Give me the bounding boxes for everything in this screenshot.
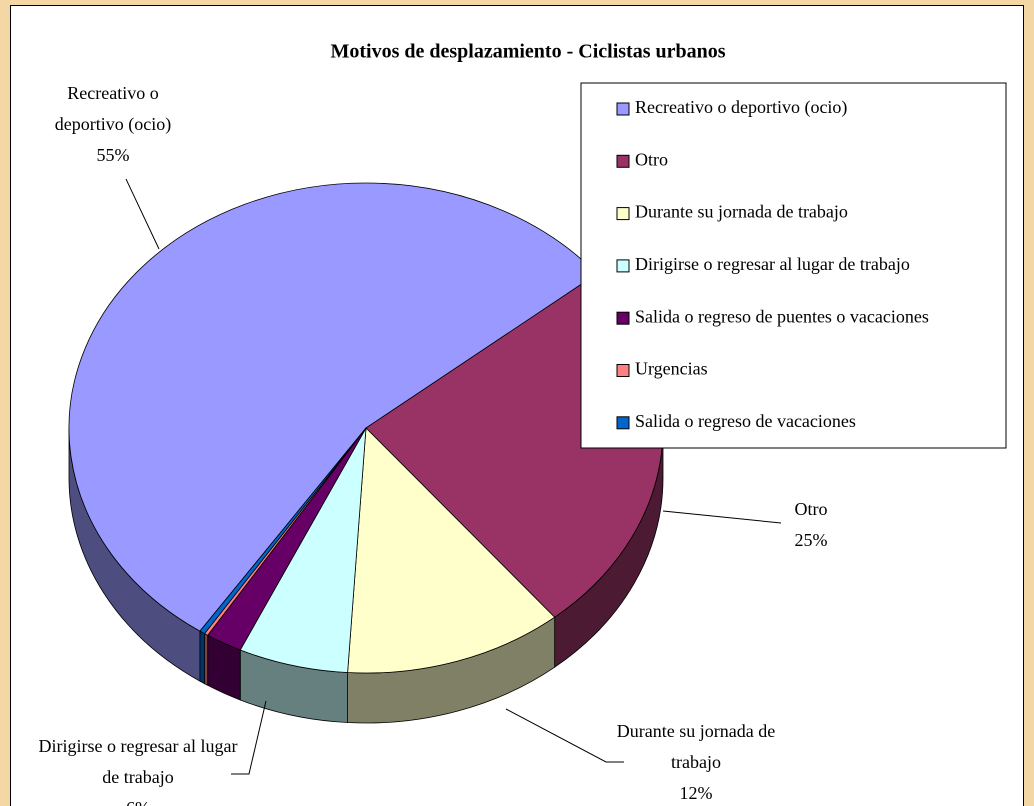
- legend-label: Durante su jornada de trabajo: [635, 202, 848, 222]
- data-label-name: Dirigirse o regresar al lugar de trabajo: [38, 736, 238, 787]
- data-label-value: 6%: [38, 793, 238, 806]
- leader-line: [125, 178, 160, 250]
- chart-title: Motivos de desplazamiento - Ciclistas ur…: [331, 41, 726, 63]
- data-label: Durante su jornada de trabajo 12%: [596, 716, 796, 806]
- legend-label: Urgencias: [635, 359, 708, 379]
- legend-label: Dirigirse o regresar al lugar de trabajo: [635, 254, 910, 274]
- chart: Motivos de desplazamiento - Ciclistas ur…: [10, 5, 1024, 806]
- data-label-name: Recreativo o deportivo (ocio): [54, 83, 172, 134]
- legend-swatch: [616, 311, 630, 325]
- legend-label: Otro: [635, 149, 668, 169]
- legend-label: Salida o regreso de puentes o vacaciones: [635, 306, 929, 326]
- legend-swatch: [616, 102, 630, 116]
- pie-tops: [68, 182, 664, 674]
- slice-side: [199, 630, 205, 685]
- legend-box: [580, 82, 1007, 449]
- legend-swatch: [616, 259, 630, 273]
- data-label: Recreativo o deportivo (ocio) 55%: [43, 78, 183, 171]
- slice: [68, 182, 598, 632]
- slice-side: [204, 632, 209, 686]
- legend-swatch: [616, 364, 630, 377]
- data-label-value: 55%: [96, 145, 130, 165]
- slice: [199, 427, 367, 635]
- data-label: Dirigirse o regresar al lugar de trabajo…: [38, 731, 238, 806]
- legend-label: Salida o regreso de vacaciones: [635, 411, 856, 431]
- data-label-name: Otro: [794, 499, 828, 519]
- data-label-name: Durante su jornada de trabajo: [616, 721, 776, 772]
- data-label-value: 25%: [794, 530, 828, 550]
- legend-label: Recreativo o deportivo (ocio): [635, 97, 847, 118]
- legend-swatch: [616, 154, 630, 168]
- data-label: Otro 25%: [761, 494, 861, 556]
- slice: [347, 427, 556, 674]
- leader-line: [231, 700, 267, 775]
- chart-svg: Motivos de desplazamiento - Ciclistas ur…: [68, 41, 1007, 775]
- legend-swatch: [616, 416, 630, 430]
- legend: Recreativo o deportivo (ocio) Otro Durante…: [580, 82, 1007, 449]
- legend-swatch: [616, 207, 630, 221]
- leader-line: [662, 510, 782, 524]
- leader-line: [505, 708, 624, 763]
- data-label-value: 12%: [679, 783, 713, 803]
